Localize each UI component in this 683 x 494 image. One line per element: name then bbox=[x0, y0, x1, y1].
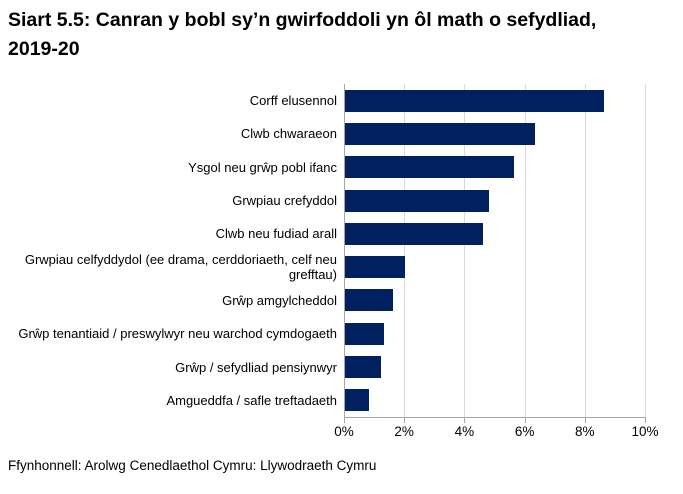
category-axis: Corff elusennol Clwb chwaraeon Ysgol neu g… bbox=[7, 84, 337, 417]
source-note: Ffynhonnell: Arolwg Cenedlaethol Cymru: … bbox=[8, 458, 377, 473]
gridline bbox=[524, 84, 526, 417]
bar bbox=[345, 189, 490, 212]
bar bbox=[345, 322, 385, 345]
gridline bbox=[645, 84, 646, 417]
chart-title: Siart 5.5: Canran y bobl sy’n gwirfoddol… bbox=[8, 9, 597, 60]
category-label: Corff elusennol bbox=[249, 93, 337, 109]
category-label: Grwpiau celfyddydol (ee drama, cerddoria… bbox=[24, 252, 337, 283]
bar bbox=[345, 356, 382, 379]
axis-tick bbox=[524, 418, 526, 423]
bar bbox=[345, 256, 406, 279]
x-tick-label: 8% bbox=[575, 424, 595, 439]
axis-tick bbox=[344, 418, 345, 423]
gridline bbox=[404, 84, 406, 417]
category-label: Grŵp tenantiaid / preswylwyr neu warchod… bbox=[18, 326, 337, 342]
axis-tick bbox=[464, 418, 466, 423]
bar bbox=[345, 289, 394, 312]
x-tick-label: 10% bbox=[631, 424, 659, 439]
category-label: Clwb chwaraeon bbox=[240, 126, 337, 142]
category-label: Grwpiau crefyddol bbox=[232, 193, 337, 209]
x-tick-label: 2% bbox=[394, 424, 414, 439]
bar bbox=[345, 156, 514, 179]
category-label: Clwb neu fudiad arall bbox=[215, 226, 337, 242]
category-label: Amgueddfa / safle treftadaeth bbox=[166, 392, 337, 408]
axis-tick bbox=[645, 418, 646, 423]
bar bbox=[345, 222, 484, 245]
plot-area bbox=[344, 84, 646, 418]
x-tick-label: 4% bbox=[454, 424, 475, 439]
category-label: Ysgol neu grŵp pobl ifanc bbox=[188, 159, 337, 175]
gridline bbox=[464, 84, 466, 417]
chart-region: Corff elusennol Clwb chwaraeon Ysgol neu g… bbox=[0, 84, 683, 423]
category-label: Grŵp amgylcheddol bbox=[222, 292, 337, 308]
gridline bbox=[584, 84, 586, 417]
x-tick-label: 0% bbox=[334, 424, 354, 439]
bar bbox=[345, 89, 604, 112]
category-label: Grŵp / sefydliad pensiynwyr bbox=[175, 359, 337, 375]
bar bbox=[345, 389, 370, 412]
axis-tick bbox=[584, 418, 586, 423]
bar bbox=[345, 122, 535, 145]
value-axis: 0% 2% 4% 6% 8% 10% bbox=[0, 424, 683, 442]
x-tick-label: 6% bbox=[514, 424, 535, 439]
axis-tick bbox=[404, 418, 406, 423]
